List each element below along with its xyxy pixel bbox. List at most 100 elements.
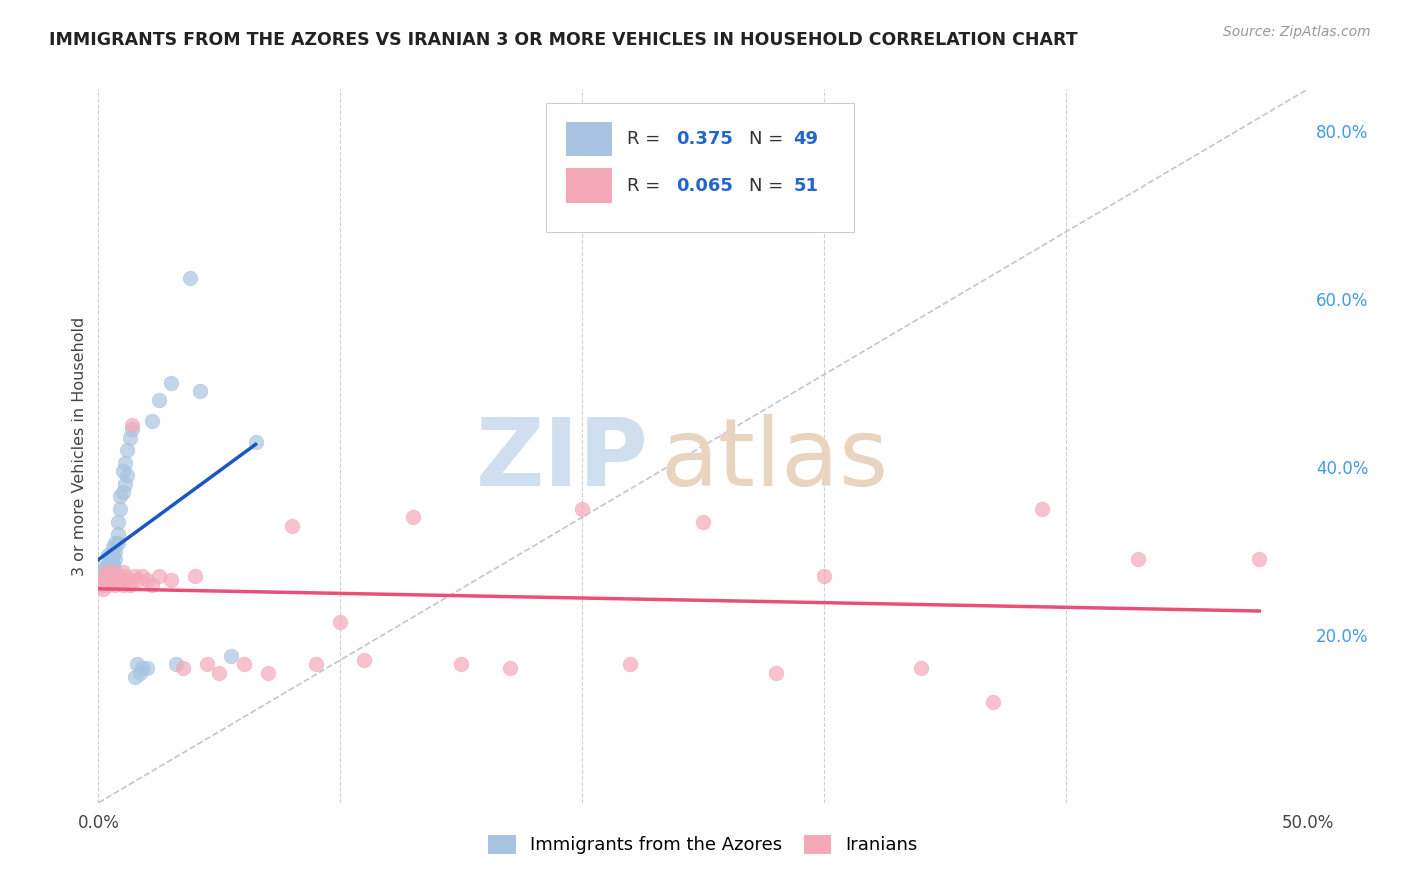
Point [128, 665, 150, 680]
Point [141, 577, 163, 591]
Point [91, 569, 114, 583]
Point [179, 271, 201, 285]
Point [111, 464, 134, 478]
Point [97, 548, 120, 562]
Point [160, 376, 183, 390]
Point [111, 565, 134, 579]
Y-axis label: 3 or more Vehicles in Household: 3 or more Vehicles in Household [72, 317, 87, 575]
Point [104, 577, 127, 591]
Legend: Immigrants from the Azores, Iranians: Immigrants from the Azores, Iranians [481, 828, 925, 862]
Point [91, 565, 114, 579]
Point [104, 552, 127, 566]
FancyBboxPatch shape [546, 103, 855, 232]
Point [94, 565, 117, 579]
Point [104, 569, 127, 583]
Point [245, 434, 267, 449]
Point [1031, 502, 1053, 516]
Point [118, 431, 141, 445]
Point [188, 384, 211, 399]
Point [117, 443, 139, 458]
Point [108, 489, 131, 503]
Point [981, 695, 1004, 709]
Point [256, 665, 278, 680]
Point [94, 574, 117, 588]
Point [329, 615, 352, 630]
Point [107, 527, 129, 541]
Point [111, 577, 134, 591]
Point [101, 574, 124, 588]
Point [127, 657, 149, 672]
Point [91, 577, 114, 591]
Text: atlas: atlas [661, 414, 889, 507]
Point [100, 574, 122, 588]
Bar [567, 169, 613, 202]
Text: 51: 51 [793, 177, 818, 194]
Point [221, 648, 243, 663]
Point [135, 661, 157, 675]
Point [90, 577, 112, 591]
Point [100, 569, 122, 583]
Point [94, 560, 117, 574]
Point [100, 560, 122, 574]
Point [97, 557, 120, 571]
Point [104, 565, 127, 579]
Point [97, 565, 120, 579]
Point [141, 414, 163, 428]
Point [1249, 552, 1271, 566]
Point [118, 577, 141, 591]
Point [148, 392, 170, 407]
Point [131, 569, 153, 583]
Point [160, 574, 183, 588]
Text: 0.375: 0.375 [676, 130, 734, 148]
Point [104, 535, 127, 549]
Point [121, 422, 143, 436]
Point [692, 515, 714, 529]
Point [107, 515, 129, 529]
Point [101, 540, 124, 554]
Point [101, 565, 124, 579]
Point [765, 665, 787, 680]
Point [232, 657, 254, 672]
Point [127, 574, 149, 588]
Point [100, 565, 122, 579]
Point [114, 456, 136, 470]
Point [117, 574, 139, 588]
Point [107, 574, 129, 588]
Point [100, 552, 122, 566]
Point [148, 569, 170, 583]
Point [111, 485, 134, 500]
Point [100, 557, 122, 571]
Point [114, 569, 136, 583]
Point [108, 502, 131, 516]
Point [1128, 552, 1150, 566]
Text: 0.065: 0.065 [676, 177, 734, 194]
Text: R =: R = [627, 130, 666, 148]
Point [353, 653, 375, 667]
Point [90, 560, 112, 574]
Point [813, 569, 835, 583]
Point [104, 544, 127, 558]
Point [571, 502, 593, 516]
Point [97, 574, 120, 588]
Point [108, 569, 131, 583]
Text: 49: 49 [793, 130, 818, 148]
Point [910, 661, 932, 675]
Point [208, 665, 231, 680]
Point [91, 582, 114, 596]
Text: IMMIGRANTS FROM THE AZORES VS IRANIAN 3 OR MORE VEHICLES IN HOUSEHOLD CORRELATIO: IMMIGRANTS FROM THE AZORES VS IRANIAN 3 … [49, 31, 1078, 49]
Point [124, 670, 146, 684]
Point [121, 417, 143, 432]
Point [114, 476, 136, 491]
Text: Source: ZipAtlas.com: Source: ZipAtlas.com [1223, 25, 1371, 39]
Point [101, 548, 124, 562]
Point [135, 574, 157, 588]
Point [94, 574, 117, 588]
Text: ZIP: ZIP [475, 414, 648, 507]
Bar [567, 122, 613, 156]
Text: N =: N = [749, 130, 789, 148]
Point [117, 468, 139, 483]
Point [305, 657, 328, 672]
Text: R =: R = [627, 177, 666, 194]
Point [402, 510, 425, 524]
Point [498, 661, 520, 675]
